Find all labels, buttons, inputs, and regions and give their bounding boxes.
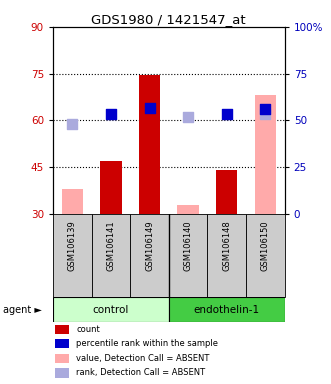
Text: endothelin-1: endothelin-1 [194, 305, 260, 314]
Bar [255, 96, 276, 214]
Bar [55, 339, 69, 348]
Text: GSM106140: GSM106140 [184, 220, 193, 271]
Text: GSM106149: GSM106149 [145, 220, 154, 271]
Text: GSM106141: GSM106141 [106, 220, 116, 271]
Point [147, 105, 152, 111]
Text: GSM106139: GSM106139 [68, 220, 77, 271]
Point [263, 106, 268, 113]
Bar [55, 324, 69, 334]
Text: control: control [93, 305, 129, 314]
Bar [100, 161, 121, 214]
Bar [177, 205, 199, 214]
Bar [55, 368, 69, 377]
Point [185, 114, 191, 120]
Point [263, 111, 268, 117]
Text: GSM106150: GSM106150 [261, 220, 270, 271]
Text: value, Detection Call = ABSENT: value, Detection Call = ABSENT [76, 354, 210, 363]
Bar [246, 214, 285, 297]
Text: GSM106148: GSM106148 [222, 220, 231, 271]
Text: count: count [76, 325, 100, 334]
Bar [62, 189, 83, 214]
Text: agent ►: agent ► [3, 305, 42, 314]
Text: rank, Detection Call = ABSENT: rank, Detection Call = ABSENT [76, 368, 205, 377]
Bar [92, 214, 130, 297]
Bar [208, 214, 246, 297]
Bar [169, 297, 285, 322]
Bar [130, 214, 169, 297]
Bar [169, 214, 208, 297]
Bar [216, 170, 237, 214]
Bar [53, 214, 92, 297]
Point [224, 111, 229, 117]
Point [108, 111, 114, 117]
Bar [139, 75, 160, 214]
Point [70, 121, 75, 127]
Bar [55, 354, 69, 363]
Text: percentile rank within the sample: percentile rank within the sample [76, 339, 218, 348]
Bar [53, 297, 169, 322]
Title: GDS1980 / 1421547_at: GDS1980 / 1421547_at [91, 13, 246, 26]
